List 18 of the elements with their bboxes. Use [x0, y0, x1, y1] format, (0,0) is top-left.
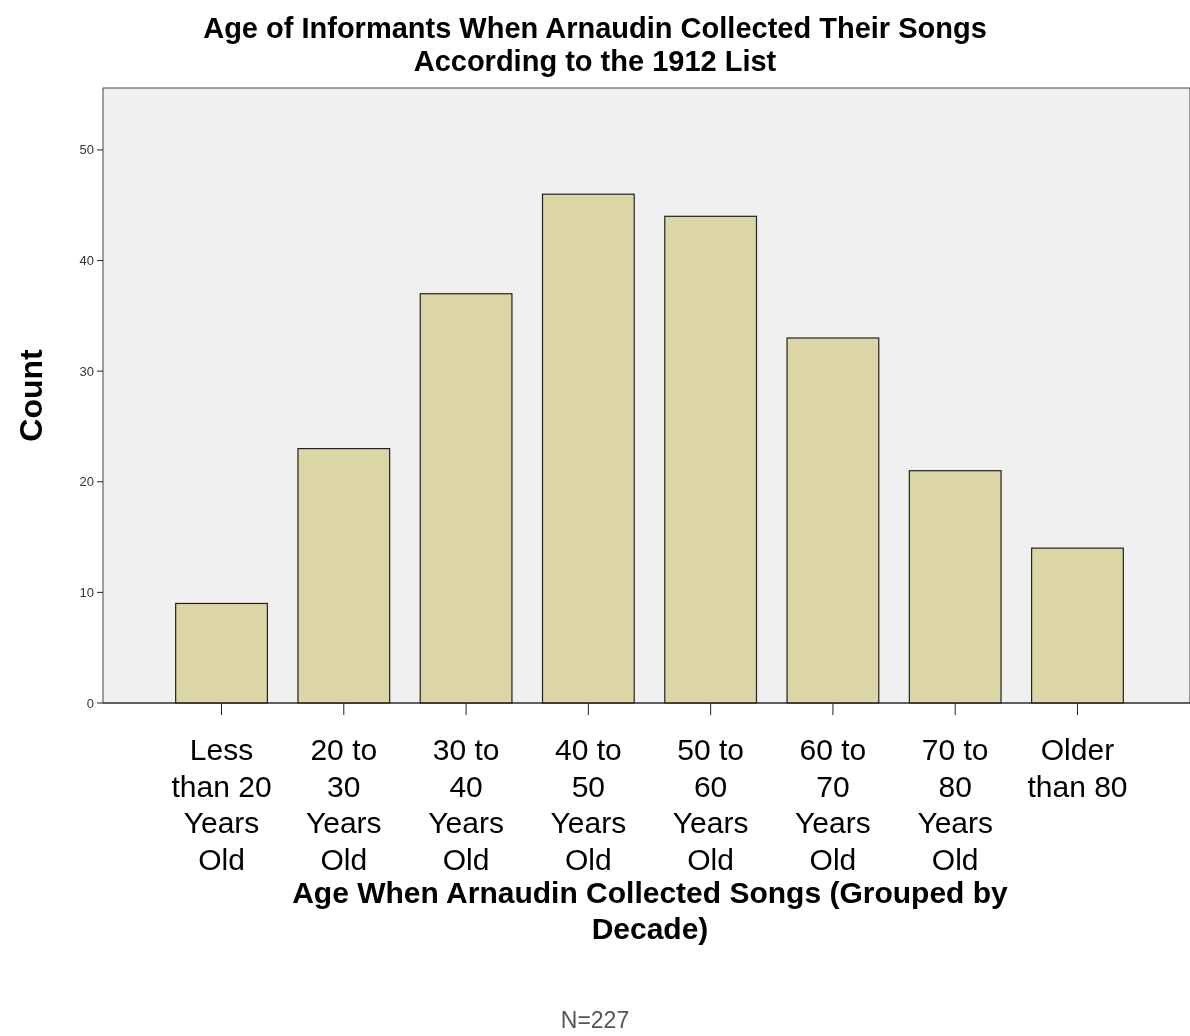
- y-tick-label: 10: [79, 584, 94, 600]
- x-tick-label: 30 to 40 Years Old: [428, 733, 504, 876]
- y-axis-title: Count: [13, 348, 49, 442]
- y-tick-label: 0: [86, 695, 94, 711]
- y-tick-label: 50: [79, 142, 94, 158]
- x-tick-label: Less than 20 Years Old: [171, 733, 272, 876]
- x-tick-label: 20 to 30 Years Old: [305, 733, 382, 876]
- x-axis-title: Age When Arnaudin Collected Songs (Grouped by Decade): [292, 876, 1009, 945]
- y-tick-label: 40: [79, 253, 94, 269]
- x-tick-label: 60 to 70 Years Old: [795, 733, 871, 876]
- y-tick-label: 30: [79, 363, 94, 379]
- y-tick-label: 20: [79, 474, 94, 490]
- x-tick-label: 40 to 50 Years Old: [550, 733, 627, 876]
- text: N=227: [560, 1007, 630, 1033]
- x-tick-label: Older than 80: [1027, 733, 1128, 803]
- chart-title: Age of Informants When Arnaudin Collected Their Songs According to the 1912 List: [203, 12, 987, 77]
- x-tick-label: 50 to 60 Years Old: [672, 733, 749, 876]
- x-tick-label: 70 to 80 Years Old: [917, 733, 994, 876]
